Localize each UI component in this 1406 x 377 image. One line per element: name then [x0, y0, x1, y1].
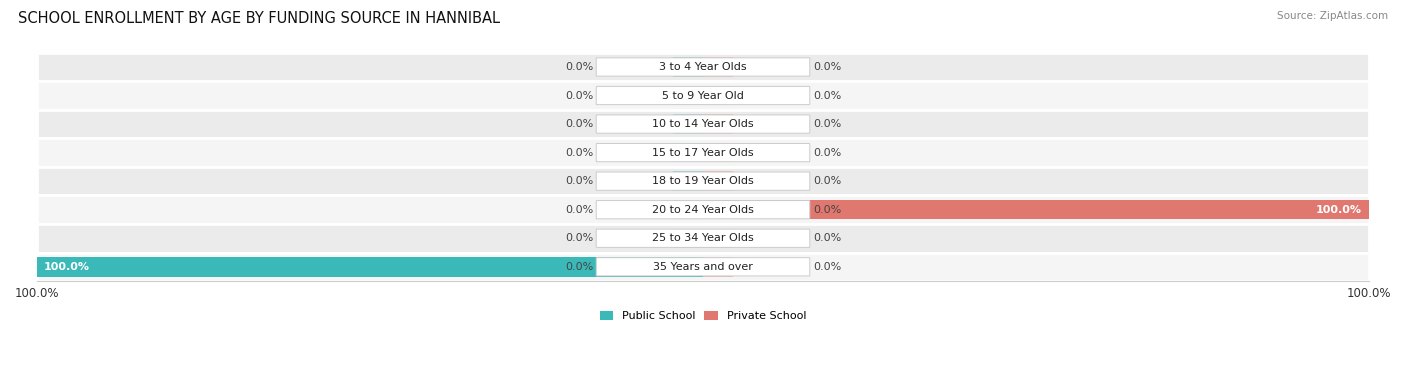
Bar — [673, 86, 703, 105]
Bar — [703, 200, 1369, 219]
Bar — [703, 57, 733, 77]
Bar — [37, 138, 1369, 167]
FancyBboxPatch shape — [596, 257, 810, 276]
Legend: Public School, Private School: Public School, Private School — [595, 307, 811, 326]
Bar — [37, 53, 1369, 81]
FancyBboxPatch shape — [596, 58, 810, 76]
Bar — [673, 57, 703, 77]
Text: 0.0%: 0.0% — [565, 262, 593, 272]
Text: 25 to 34 Year Olds: 25 to 34 Year Olds — [652, 233, 754, 243]
Text: 0.0%: 0.0% — [565, 148, 593, 158]
Text: SCHOOL ENROLLMENT BY AGE BY FUNDING SOURCE IN HANNIBAL: SCHOOL ENROLLMENT BY AGE BY FUNDING SOUR… — [18, 11, 501, 26]
Bar — [37, 224, 1369, 253]
Text: 100.0%: 100.0% — [1316, 205, 1362, 215]
Bar — [703, 228, 733, 248]
Bar — [673, 228, 703, 248]
Bar — [37, 253, 1369, 281]
Text: 0.0%: 0.0% — [813, 233, 841, 243]
FancyBboxPatch shape — [596, 172, 810, 190]
Bar — [673, 143, 703, 162]
Text: 20 to 24 Year Olds: 20 to 24 Year Olds — [652, 205, 754, 215]
Bar — [37, 81, 1369, 110]
Bar — [703, 257, 733, 276]
Bar — [703, 114, 733, 134]
Text: 3 to 4 Year Olds: 3 to 4 Year Olds — [659, 62, 747, 72]
Text: 0.0%: 0.0% — [565, 233, 593, 243]
Text: 0.0%: 0.0% — [813, 176, 841, 186]
Bar — [703, 172, 733, 191]
Text: 0.0%: 0.0% — [813, 262, 841, 272]
Text: 0.0%: 0.0% — [565, 90, 593, 101]
Bar — [673, 200, 703, 219]
Text: 0.0%: 0.0% — [565, 119, 593, 129]
Bar — [703, 143, 733, 162]
Text: 15 to 17 Year Olds: 15 to 17 Year Olds — [652, 148, 754, 158]
Text: 35 Years and over: 35 Years and over — [652, 262, 754, 272]
Text: 5 to 9 Year Old: 5 to 9 Year Old — [662, 90, 744, 101]
Bar — [673, 172, 703, 191]
FancyBboxPatch shape — [596, 86, 810, 105]
Text: 0.0%: 0.0% — [813, 62, 841, 72]
Text: 0.0%: 0.0% — [813, 119, 841, 129]
Text: Source: ZipAtlas.com: Source: ZipAtlas.com — [1277, 11, 1388, 21]
FancyBboxPatch shape — [596, 115, 810, 133]
Text: 0.0%: 0.0% — [813, 205, 841, 215]
Text: 10 to 14 Year Olds: 10 to 14 Year Olds — [652, 119, 754, 129]
Text: 100.0%: 100.0% — [44, 262, 90, 272]
Text: 18 to 19 Year Olds: 18 to 19 Year Olds — [652, 176, 754, 186]
FancyBboxPatch shape — [596, 201, 810, 219]
FancyBboxPatch shape — [596, 144, 810, 162]
Text: 0.0%: 0.0% — [565, 62, 593, 72]
Text: 0.0%: 0.0% — [565, 176, 593, 186]
Text: 0.0%: 0.0% — [565, 205, 593, 215]
Bar — [673, 114, 703, 134]
Bar — [37, 195, 1369, 224]
Bar — [37, 257, 703, 276]
Text: 0.0%: 0.0% — [813, 90, 841, 101]
Bar — [37, 167, 1369, 195]
Bar — [37, 110, 1369, 138]
FancyBboxPatch shape — [596, 229, 810, 247]
Text: 0.0%: 0.0% — [813, 148, 841, 158]
Bar — [703, 86, 733, 105]
